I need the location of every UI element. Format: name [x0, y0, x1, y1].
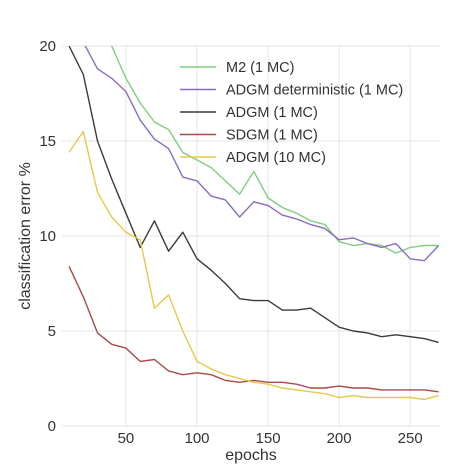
x-tick-label: 100 — [184, 430, 209, 447]
x-tick-label: 50 — [118, 430, 135, 447]
x-tick-label: 250 — [398, 430, 423, 447]
series-line-5 — [68, 130, 439, 401]
legend-label: SDGM (1 MC) — [226, 128, 318, 144]
series-line-2 — [84, 46, 440, 262]
series-line-1 — [110, 46, 439, 254]
x-axis-title: epochs — [225, 447, 277, 464]
y-axis-title: classification error % — [17, 162, 34, 310]
series-line-4 — [68, 266, 439, 393]
y-tick-label: 0 — [48, 418, 56, 435]
x-tick-label: 150 — [256, 430, 281, 447]
series-lines — [68, 46, 440, 401]
legend: M2 (1 MC) ADGM deterministic (1 MC) ADGM (… — [180, 60, 403, 166]
x-axis-ticks: 50 100 150 200 250 — [118, 430, 423, 447]
legend-label: M2 (1 MC) — [226, 60, 294, 76]
y-axis-ticks: 0 5 10 15 20 — [39, 38, 56, 435]
y-tick-label: 10 — [39, 228, 56, 245]
x-tick-label: 200 — [327, 430, 352, 447]
grid — [62, 45, 440, 427]
y-tick-label: 20 — [39, 38, 56, 55]
legend-label: ADGM (10 MC) — [226, 150, 326, 166]
y-tick-label: 5 — [48, 323, 56, 340]
legend-label: ADGM deterministic (1 MC) — [226, 83, 403, 99]
series-line-3 — [68, 46, 439, 344]
y-tick-label: 15 — [39, 133, 56, 150]
legend-label: ADGM (1 MC) — [226, 105, 318, 121]
